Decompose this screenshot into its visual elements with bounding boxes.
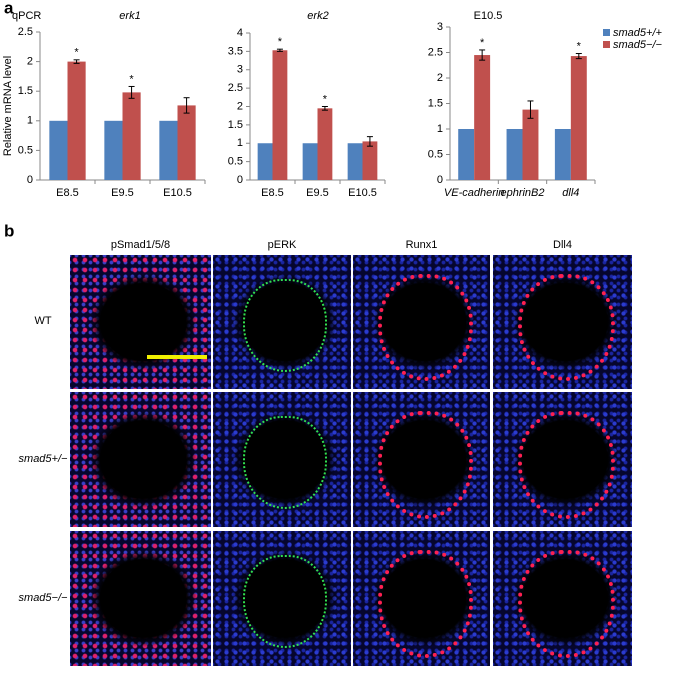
x-tick-label: E8.5 bbox=[56, 187, 79, 199]
micrograph bbox=[493, 392, 632, 527]
micrograph bbox=[70, 255, 211, 389]
error-bar bbox=[527, 100, 534, 119]
column-label: pSmad1/5/8 bbox=[110, 239, 171, 251]
x-tick-label: ephrinB2 bbox=[500, 187, 544, 199]
x-tick-label: dll4 bbox=[562, 187, 579, 199]
y-tick-label: 0 bbox=[237, 174, 243, 186]
error-bar bbox=[183, 97, 190, 114]
bar bbox=[554, 129, 571, 180]
significance: * bbox=[74, 47, 79, 59]
x-tick-label: E10.5 bbox=[348, 187, 377, 199]
y-tick-label: 2.5 bbox=[428, 46, 443, 58]
y-tick-label: 1.5 bbox=[18, 85, 33, 97]
bar bbox=[122, 92, 141, 180]
column-label: Runx1 bbox=[405, 239, 438, 251]
bar bbox=[159, 120, 178, 180]
y-tick-label: 4 bbox=[237, 27, 243, 39]
bar bbox=[522, 109, 539, 180]
y-tick-label: 3 bbox=[437, 21, 443, 33]
y-tick-label: 2 bbox=[237, 100, 243, 112]
charts: a qPCR erk1 Relative mRNA level 0 0.5 1 1.5 2 2… bbox=[2, 0, 663, 199]
significance: * bbox=[129, 73, 134, 85]
significance: * bbox=[323, 93, 328, 105]
row-label: smad5+/− bbox=[18, 452, 68, 465]
micrograph bbox=[70, 531, 211, 666]
bar bbox=[506, 129, 523, 180]
y-tick-label: 1.5 bbox=[228, 119, 243, 131]
y-tick-label: 1.5 bbox=[428, 97, 443, 109]
error-bar bbox=[575, 53, 582, 60]
panel-label: b bbox=[4, 221, 14, 240]
micrograph bbox=[353, 531, 490, 666]
x-tick-label: E8.5 bbox=[261, 187, 284, 199]
chart-title: erk2 bbox=[307, 10, 328, 22]
y-tick-label: 3 bbox=[237, 64, 243, 76]
bar bbox=[49, 120, 68, 180]
legend-label: smad5−/− bbox=[613, 39, 662, 51]
significance: * bbox=[480, 37, 485, 49]
y-tick-label: 2.5 bbox=[228, 82, 243, 94]
y-tick-label: 0.5 bbox=[18, 144, 33, 156]
error-bar bbox=[128, 85, 135, 99]
bar bbox=[302, 143, 318, 180]
y-tick-label: 2 bbox=[437, 72, 443, 84]
chart-title: E10.5 bbox=[474, 10, 503, 22]
bar bbox=[67, 61, 86, 180]
micrograph bbox=[213, 531, 351, 666]
error-bar bbox=[479, 49, 486, 61]
y-tick-label: 0 bbox=[437, 174, 443, 186]
error-bar bbox=[73, 59, 80, 64]
row-label: WT bbox=[34, 315, 52, 327]
y-tick-label: 1 bbox=[437, 123, 443, 135]
micrograph bbox=[493, 255, 632, 389]
significance: * bbox=[577, 40, 582, 52]
bar bbox=[104, 120, 123, 180]
micrograph bbox=[353, 255, 490, 389]
micrograph bbox=[353, 392, 490, 527]
y-axis-label: Relative mRNA level bbox=[2, 56, 14, 156]
y-tick-label: 0.5 bbox=[228, 156, 243, 168]
x-tick-label: E9.5 bbox=[111, 187, 134, 199]
y-tick-label: 0 bbox=[27, 174, 33, 186]
panel-b-label: b bbox=[4, 221, 14, 240]
error-bar bbox=[276, 48, 283, 52]
bar bbox=[362, 141, 378, 180]
error-bar bbox=[366, 136, 373, 147]
column-label: pERK bbox=[267, 239, 297, 251]
micrograph bbox=[213, 255, 351, 389]
bar bbox=[317, 108, 333, 180]
bar bbox=[347, 143, 363, 180]
legend-swatch bbox=[603, 41, 610, 48]
legend-swatch bbox=[603, 29, 610, 36]
y-tick-label: 1 bbox=[237, 137, 243, 149]
bar bbox=[177, 105, 196, 180]
x-tick-label: E9.5 bbox=[306, 187, 329, 199]
y-tick-label: 2.5 bbox=[18, 26, 33, 38]
annotation: qPCR bbox=[12, 10, 41, 22]
bar bbox=[272, 50, 288, 181]
bar bbox=[458, 129, 475, 180]
x-tick-label: E10.5 bbox=[163, 187, 192, 199]
chart-title: erk1 bbox=[119, 10, 140, 22]
micrograph bbox=[213, 392, 351, 527]
column-label: Dll4 bbox=[553, 239, 572, 251]
x-tick-label: VE-cadherin bbox=[444, 187, 505, 199]
error-bar bbox=[321, 106, 328, 111]
y-tick-label: 0.5 bbox=[428, 148, 443, 160]
y-tick-label: 3.5 bbox=[228, 45, 243, 57]
scale-bar bbox=[147, 355, 207, 359]
bar bbox=[257, 143, 273, 180]
micrograph bbox=[70, 392, 211, 527]
panel-label: a bbox=[4, 0, 14, 17]
significance: * bbox=[278, 36, 283, 48]
bar bbox=[570, 56, 587, 180]
bar bbox=[474, 55, 491, 180]
legend-label: smad5+/+ bbox=[613, 27, 662, 39]
row-label: smad5−/− bbox=[18, 591, 68, 604]
y-tick-label: 2 bbox=[27, 56, 33, 68]
micrograph bbox=[493, 531, 632, 666]
y-tick-label: 1 bbox=[27, 115, 33, 127]
